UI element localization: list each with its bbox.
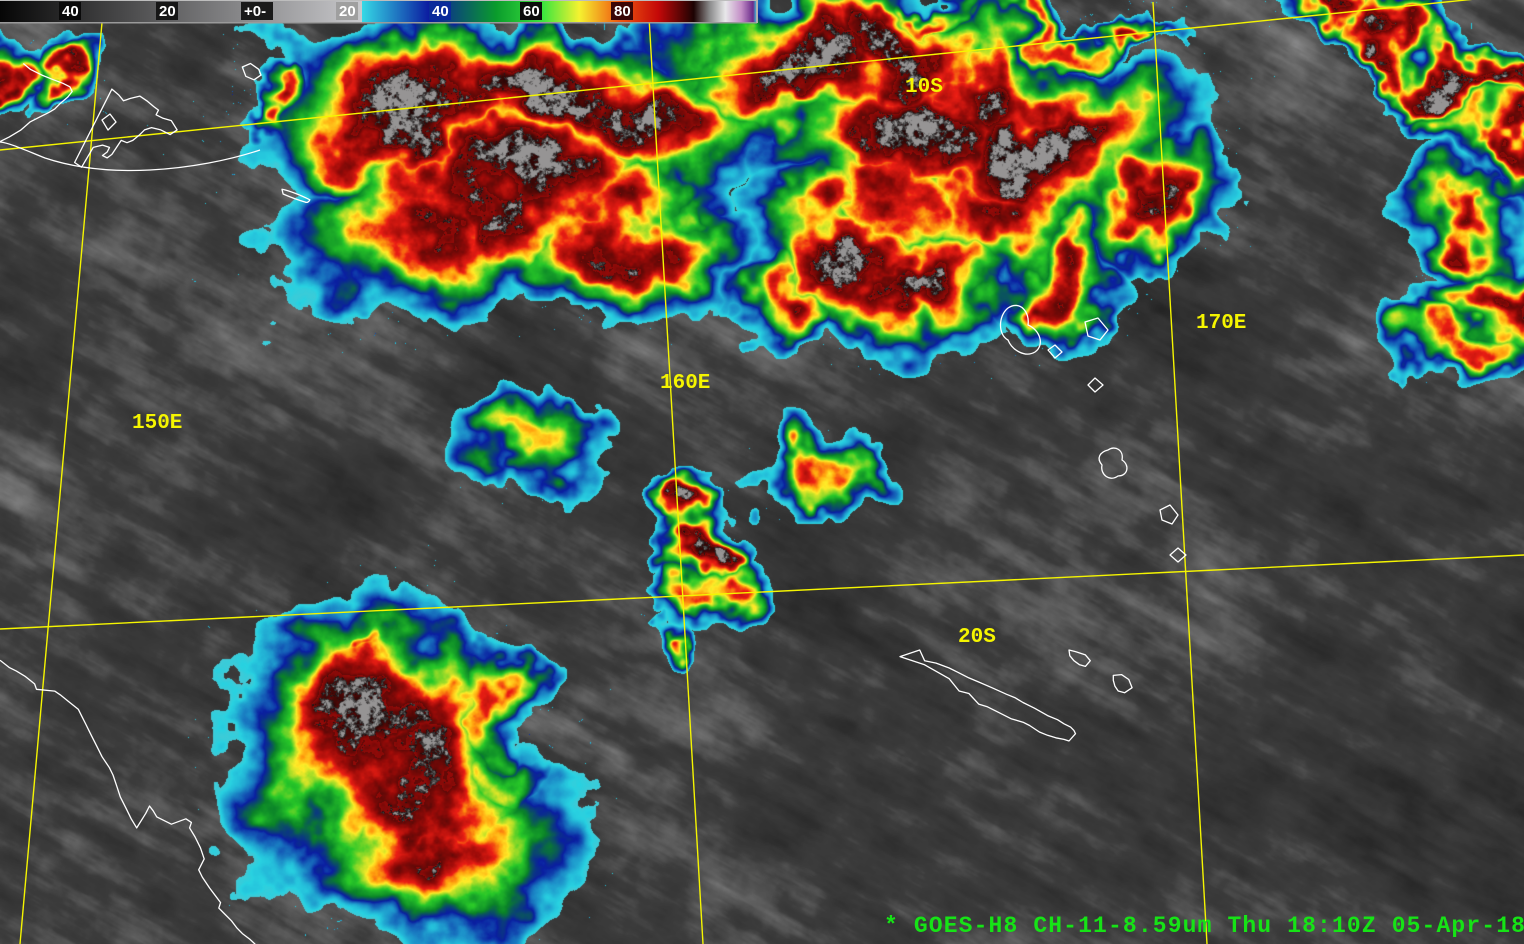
svg-text:20: 20 [159, 3, 176, 20]
svg-text:150E: 150E [132, 412, 182, 435]
svg-text:* GOES-H8 CH-11-8.59um Thu: * GOES-H8 CH-11-8.59um Thu 18:10Z 05-Apr… [884, 913, 1524, 939]
svg-text:40: 40 [62, 3, 79, 20]
svg-text:40: 40 [432, 3, 449, 20]
svg-text:160E: 160E [660, 372, 710, 395]
svg-text:60: 60 [523, 3, 540, 20]
svg-text:80: 80 [614, 3, 631, 20]
svg-text:10S: 10S [905, 76, 943, 99]
svg-text:20S: 20S [958, 626, 996, 649]
svg-text:170E: 170E [1196, 312, 1246, 335]
svg-text:+0-: +0- [244, 3, 266, 20]
svg-text:20: 20 [339, 3, 356, 20]
